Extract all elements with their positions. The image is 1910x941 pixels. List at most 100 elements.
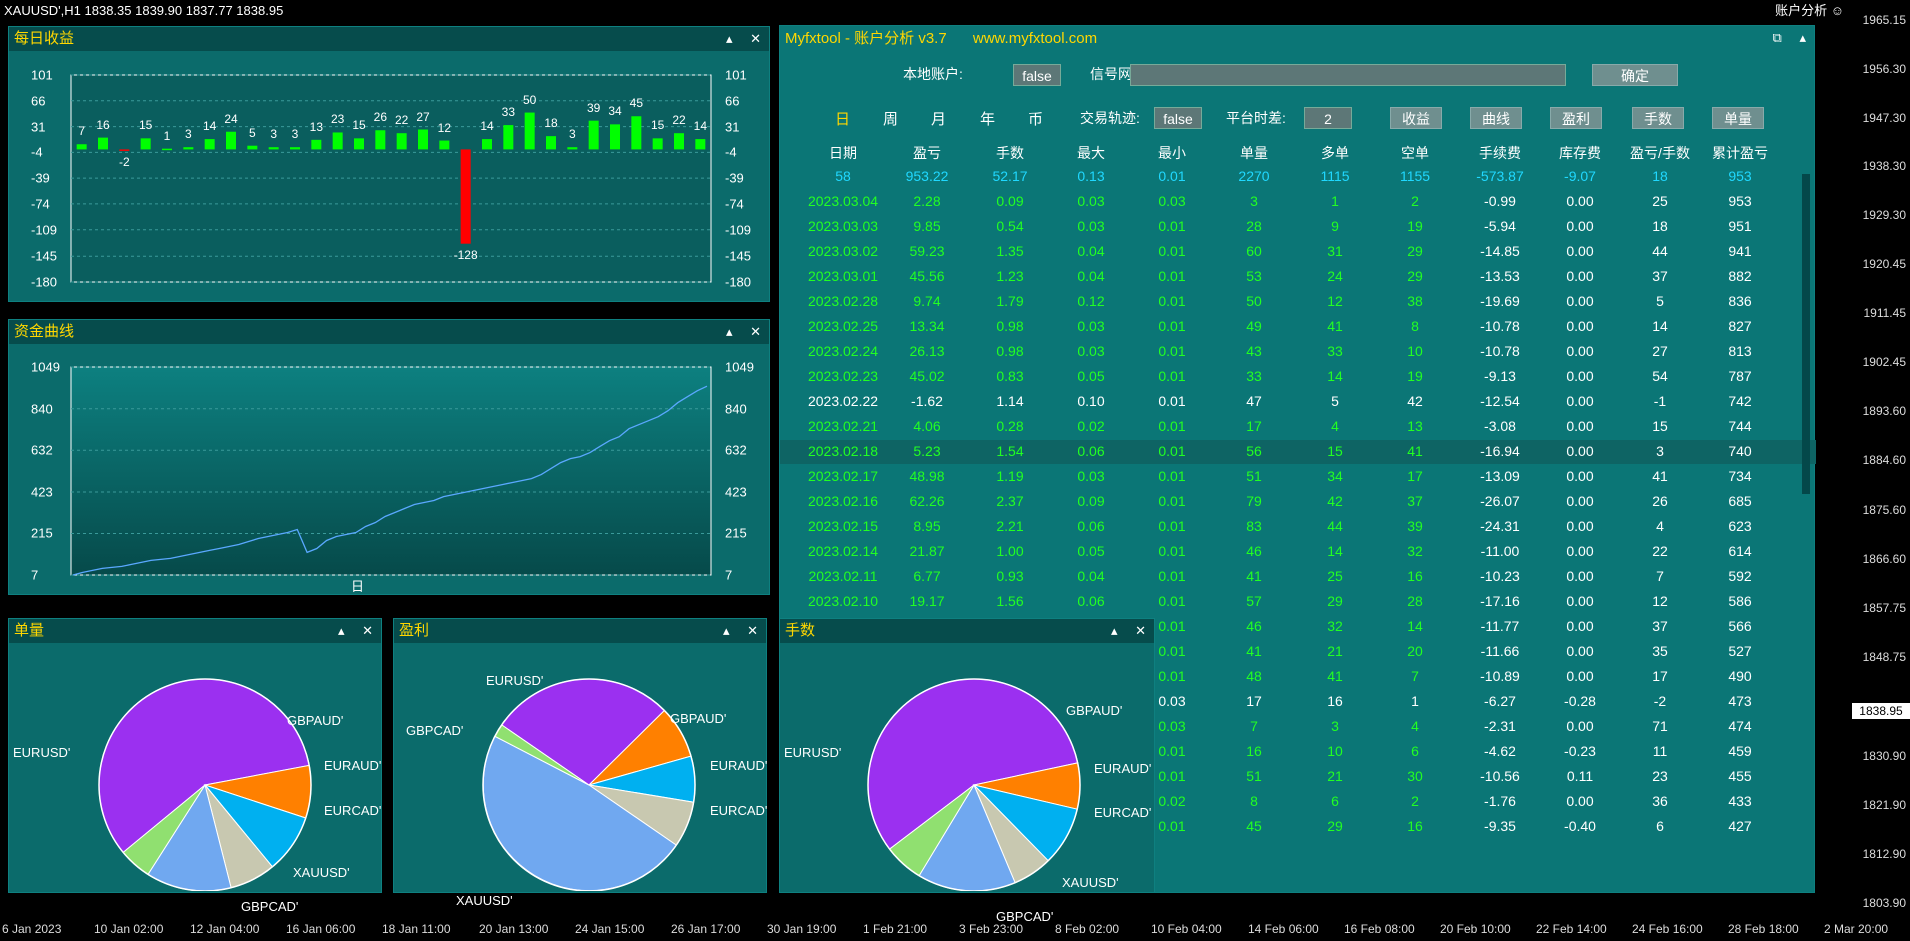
minimize-button[interactable]: ▴ — [1110, 623, 1118, 638]
period-tab[interactable]: 币 — [1028, 111, 1044, 128]
view-button[interactable]: 单量 — [1712, 107, 1764, 129]
daily-bar-label: 45 — [629, 96, 644, 111]
y-tick-left: -4 — [31, 144, 43, 160]
table-cell: 427 — [1728, 818, 1752, 834]
table-cell: 29 — [1407, 268, 1423, 284]
table-cell: 38 — [1407, 293, 1423, 309]
price-tick: 1821.90 — [1862, 798, 1906, 812]
table-cell: 1.23 — [996, 268, 1024, 284]
minimize-button[interactable]: ▴ — [337, 623, 345, 638]
table-cell: 787 — [1728, 368, 1752, 384]
y-tick-left: -180 — [31, 274, 58, 290]
table-cell: 2.37 — [996, 493, 1024, 509]
table-cell: 0.00 — [1566, 593, 1594, 609]
table-scrollbar[interactable] — [1802, 174, 1810, 494]
daily-bar — [226, 131, 236, 150]
table-cell: 21 — [1327, 768, 1343, 784]
table-cell: -10.23 — [1480, 568, 1520, 584]
minimize-button[interactable]: ▴ — [725, 324, 733, 339]
daily-bar-label: 15 — [650, 118, 665, 133]
table-cell: 0.01 — [1158, 618, 1186, 634]
table-cell: 2023.02.21 — [807, 418, 879, 434]
signal-url-input[interactable] — [1130, 64, 1566, 86]
price-tick: 1875.60 — [1862, 503, 1906, 517]
close-button[interactable]: ✕ — [750, 324, 761, 339]
daily-bar — [610, 124, 620, 150]
table-cell: 6 — [1331, 793, 1339, 809]
period-tab[interactable]: 年 — [980, 111, 996, 128]
table-cell: 566 — [1728, 618, 1752, 634]
daily-bar — [268, 147, 279, 150]
y-tick-left: 215 — [31, 525, 53, 541]
table-cell: 813 — [1728, 343, 1752, 359]
table-cell: 0.04 — [1077, 568, 1105, 584]
table-cell: 0.03 — [1158, 193, 1186, 209]
table-cell: 41 — [1327, 668, 1343, 684]
table-cell: 8 — [1411, 318, 1419, 334]
table-cell: 5.23 — [913, 443, 941, 459]
minimize-button[interactable]: ▴ — [1799, 30, 1806, 45]
time-tick: 3 Feb 23:00 — [959, 922, 1024, 936]
close-button[interactable]: ✕ — [1135, 623, 1146, 638]
table-cell: 25 — [1327, 568, 1343, 584]
minimize-button[interactable]: ▴ — [725, 31, 733, 46]
period-tab[interactable]: 周 — [883, 111, 899, 128]
view-button[interactable]: 手数 — [1632, 107, 1684, 129]
period-tab[interactable]: 日 — [835, 111, 851, 128]
view-button[interactable]: 盈利 — [1550, 107, 1602, 129]
summary-cell: -573.87 — [1476, 168, 1524, 184]
table-cell: 43 — [1246, 343, 1262, 359]
table-cell: 0.01 — [1158, 368, 1186, 384]
table-header: 盈亏 — [913, 145, 941, 161]
table-cell: 2023.02.28 — [807, 293, 879, 309]
y-tick-left: 66 — [31, 93, 46, 109]
table-cell: 16 — [1407, 818, 1423, 834]
timezone-value[interactable]: 2 — [1304, 107, 1352, 129]
table-cell: 16 — [1246, 743, 1262, 759]
table-cell: 5 — [1331, 393, 1339, 409]
daily-bar — [439, 140, 450, 150]
summary-cell: 1115 — [1320, 168, 1350, 184]
table-cell: 22 — [1652, 543, 1668, 559]
close-button[interactable]: ✕ — [750, 31, 761, 46]
table-cell: 742 — [1728, 393, 1752, 409]
period-tab[interactable]: 月 — [931, 111, 947, 128]
trail-value[interactable]: false — [1154, 107, 1202, 129]
local-account-value[interactable]: false — [1013, 64, 1061, 86]
minimize-button[interactable]: ▴ — [722, 623, 730, 638]
table-cell: 79 — [1246, 493, 1262, 509]
table-header: 库存费 — [1559, 145, 1601, 161]
table-cell: 0.00 — [1566, 243, 1594, 259]
y-tick-right: 66 — [725, 93, 740, 109]
confirm-button[interactable]: 确定 — [1592, 64, 1678, 86]
daily-bar-label: 15 — [352, 118, 366, 133]
close-button[interactable]: ✕ — [747, 623, 758, 638]
view-button[interactable]: 收益 — [1390, 107, 1442, 129]
analysis-site[interactable]: www.myfxtool.com — [972, 30, 1098, 47]
y-tick-left: -145 — [31, 248, 58, 264]
table-cell: 46 — [1246, 543, 1262, 559]
close-button[interactable]: ✕ — [362, 623, 373, 638]
table-cell: 2023.02.18 — [807, 443, 879, 459]
table-cell: 0.00 — [1566, 218, 1594, 234]
table-cell: 41 — [1327, 318, 1343, 334]
table-cell: 0.01 — [1158, 318, 1186, 334]
summary-cell: -9.07 — [1564, 168, 1596, 184]
restore-button[interactable]: ⧉ — [1772, 30, 1782, 45]
table-cell: 0.01 — [1158, 293, 1186, 309]
table-cell: 3 — [1331, 718, 1339, 734]
summary-cell: 18 — [1652, 168, 1668, 184]
table-cell: 51 — [1246, 768, 1262, 784]
table-cell: 1.00 — [996, 543, 1024, 559]
daily-stats-table: 日期 盈亏 手数 最大 最小 单量 多单 空单 手续费 库存费 盈亏/手数 累计盈亏 58 953.22 5… — [780, 26, 1816, 894]
table-cell: -19.69 — [1480, 293, 1520, 309]
indicator-label[interactable]: 账户分析 ☺ — [1775, 3, 1844, 18]
pie-label: EURUSD' — [784, 745, 842, 760]
table-cell: 4 — [1331, 418, 1339, 434]
table-cell: 1.79 — [996, 293, 1024, 309]
table-cell: -10.78 — [1480, 318, 1520, 334]
table-cell: 29 — [1407, 243, 1423, 259]
table-cell: 0.00 — [1566, 668, 1594, 684]
table-cell: 51 — [1246, 468, 1262, 484]
view-button[interactable]: 曲线 — [1470, 107, 1522, 129]
